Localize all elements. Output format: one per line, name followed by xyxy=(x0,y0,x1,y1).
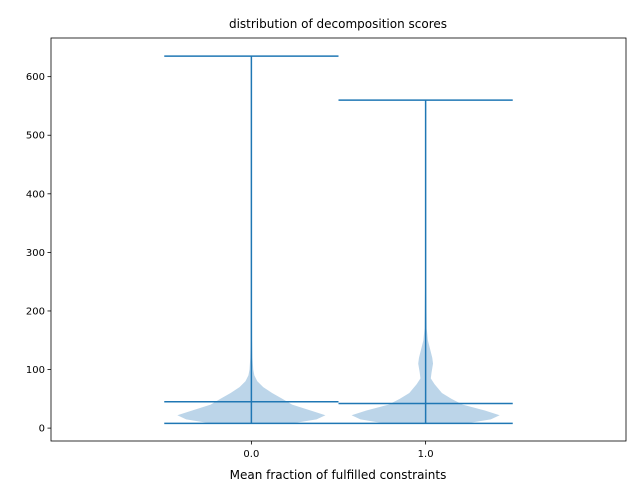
x-axis-label: Mean fraction of fulfilled constraints xyxy=(230,468,447,480)
plot-frame xyxy=(50,37,627,442)
chart-title: distribution of decomposition scores xyxy=(229,17,447,31)
y-tick-label-400: 400 xyxy=(26,189,45,200)
y-axis: 0 100 200 300 400 500 600 xyxy=(26,72,51,435)
y-tick-label-600: 600 xyxy=(26,72,45,83)
y-tick-label-0: 0 xyxy=(39,424,45,435)
y-tick-label-100: 100 xyxy=(26,365,45,376)
y-tick-label-500: 500 xyxy=(26,131,45,142)
y-tick-label-300: 300 xyxy=(26,248,45,259)
violin-stat-lines xyxy=(164,55,513,425)
x-tick-label-1.0: 1.0 xyxy=(418,449,434,460)
x-tick-label-0.0: 0.0 xyxy=(243,449,259,460)
violin-bodies xyxy=(177,56,500,424)
x-axis: 0.0 1.0 xyxy=(243,441,434,460)
y-tick-label-200: 200 xyxy=(26,306,45,317)
